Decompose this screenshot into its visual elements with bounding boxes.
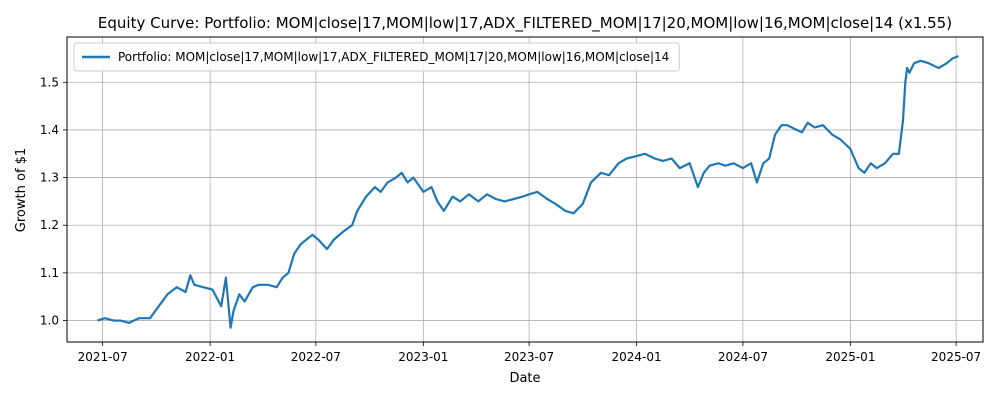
x-axis-label: Date bbox=[509, 371, 540, 386]
grid-lines bbox=[67, 37, 983, 342]
x-tick-label: 2021-07 bbox=[78, 350, 128, 364]
y-tick-label: 1.4 bbox=[40, 123, 59, 137]
y-tick-label: 1.3 bbox=[40, 171, 59, 185]
x-tick-label: 2023-07 bbox=[504, 350, 554, 364]
y-axis-label: Growth of $1 bbox=[14, 148, 29, 232]
y-tick-label: 1.5 bbox=[40, 75, 59, 89]
axes: 2021-07 2022-01 2022-07 2023-01 2023-07 2024-… bbox=[40, 75, 981, 364]
x-tick-label: 2024-07 bbox=[718, 350, 768, 364]
x-tick-label: 2022-07 bbox=[291, 350, 341, 364]
x-tick-label: 2024-01 bbox=[612, 350, 662, 364]
y-tick-label: 1.2 bbox=[40, 218, 59, 232]
x-tick-label: 2025-01 bbox=[825, 350, 875, 364]
series-line bbox=[97, 55, 959, 329]
chart-title: Equity Curve: Portfolio: MOM|close|17,MO… bbox=[98, 14, 952, 33]
legend-label: Portfolio: MOM|close|17,MOM|low|17,ADX_F… bbox=[118, 50, 669, 64]
y-tick-label: 1.1 bbox=[40, 266, 59, 280]
series-layer bbox=[97, 55, 959, 329]
plot-frame bbox=[66, 36, 984, 343]
legend-box bbox=[73, 42, 680, 72]
x-tick-label: 2022-01 bbox=[185, 350, 235, 364]
legend: Portfolio: MOM|close|17,MOM|low|17,ADX_F… bbox=[73, 42, 680, 72]
x-tick-label: 2025-07 bbox=[931, 350, 981, 364]
y-tick-label: 1.0 bbox=[40, 314, 59, 328]
x-tick-label: 2023-01 bbox=[398, 350, 448, 364]
